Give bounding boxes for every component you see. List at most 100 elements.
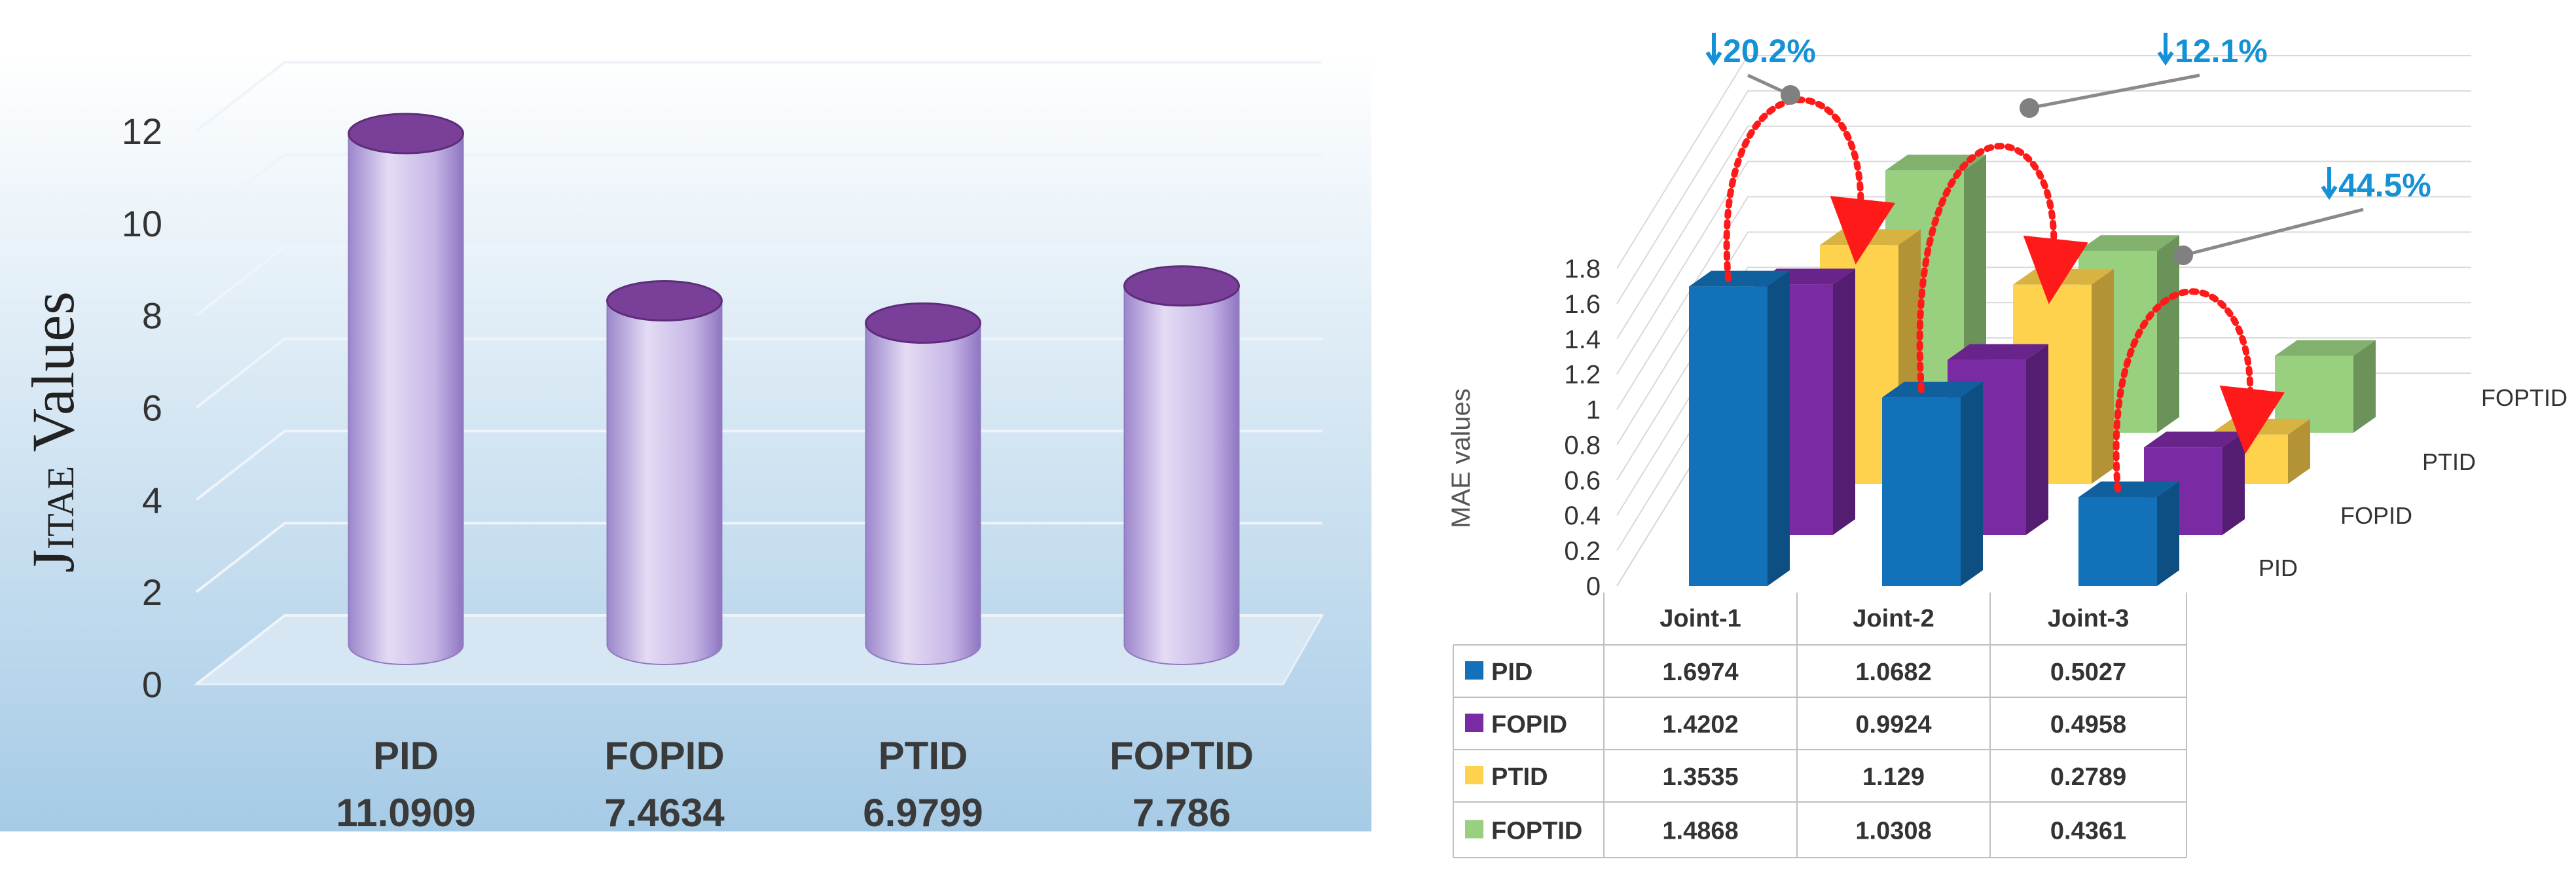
right-reduction-curve <box>1916 143 2089 393</box>
table-legend-swatch <box>1465 820 1483 839</box>
table-row-label: FOPID <box>1491 711 1567 738</box>
table-legend-swatch <box>1465 661 1483 680</box>
left-y-tick-label: 4 <box>142 479 162 520</box>
table-row-label: PTID <box>1491 763 1548 791</box>
table-header-cell: Joint-1 <box>1660 605 1741 632</box>
right-annotation-dot <box>1781 85 1800 105</box>
right-bar-side <box>2026 344 2048 535</box>
right-y-tick-label: 1.6 <box>1564 290 1601 319</box>
table-cell: 1.3535 <box>1662 763 1738 791</box>
right-reduction-curve <box>2113 288 2285 493</box>
left-y-tick-label: 10 <box>122 203 162 244</box>
left-category-label: FOPTID <box>1110 734 1254 778</box>
left-gridline <box>195 61 1322 132</box>
left-bar-top <box>348 113 464 155</box>
right-annotation-text: 20.2% <box>1723 33 1816 69</box>
right-bar-top <box>1948 344 2048 360</box>
table-header-cell: Joint-2 <box>1853 605 1934 632</box>
right-bar-front <box>2078 497 2157 586</box>
right-bar-side <box>2157 481 2179 586</box>
left-value-label: 7.786 <box>1133 791 1231 835</box>
left-value-label: 11.0909 <box>336 791 476 835</box>
right-bar-top <box>2078 235 2179 251</box>
left-bar-body <box>606 300 723 665</box>
right-bar-side <box>2157 235 2179 433</box>
down-arrow-icon <box>2321 167 2338 200</box>
right-y-tick-label: 0.8 <box>1564 431 1601 460</box>
right-bar-side <box>2353 340 2376 433</box>
right-depth-series-labels: PID FOPID PTID FOPTID <box>2259 384 2567 581</box>
right-y-tick-label: 1.2 <box>1564 361 1601 390</box>
right-depth-label: PTID <box>2422 448 2476 475</box>
right-bar-top <box>2078 481 2179 498</box>
right-gridline <box>1616 231 2471 445</box>
left-y-tick-label: 2 <box>142 572 162 613</box>
down-arrow-icon <box>1705 33 1722 66</box>
left-value-label: 6.9799 <box>863 791 983 835</box>
left-y-tick-label: 6 <box>142 388 162 429</box>
left-y-tick-label: 0 <box>142 664 162 705</box>
left-y-axis-label: JITAE Values <box>20 291 86 573</box>
table-cell: 0.4958 <box>2050 711 2126 738</box>
left-y-tick-labels: 0 2 4 6 8 10 12 <box>122 111 162 705</box>
table-legend-swatch <box>1465 766 1483 784</box>
table-cell: 1.4868 <box>1662 818 1738 845</box>
left-chart: 0 2 4 6 8 10 12 JITAE Values PID FOPID PTID FOPTI… <box>0 52 1371 835</box>
left-bars <box>348 113 1240 665</box>
table-cell: 1.0682 <box>1855 659 1931 686</box>
left-category-label: PTID <box>879 734 968 778</box>
left-gridline <box>195 153 1322 225</box>
left-bar-body <box>865 322 981 665</box>
table-cell: 1.0308 <box>1855 818 1931 845</box>
right-annotation-text: 12.1% <box>2175 33 2268 69</box>
right-annotation-text: 44.5% <box>2338 167 2431 204</box>
down-arrow-icon <box>2157 33 2174 66</box>
table-cell: 0.9924 <box>1855 711 1931 738</box>
right-bar-front <box>1689 286 1768 586</box>
left-category-label: FOPID <box>604 734 724 778</box>
left-bar-body <box>348 133 464 665</box>
table-header-cell: Joint-3 <box>2048 605 2130 632</box>
right-y-tick-label: 1.8 <box>1564 255 1601 283</box>
right-y-tick-label: 1 <box>1586 396 1601 425</box>
right-y-tick-label: 0.6 <box>1564 466 1601 495</box>
right-gridline <box>1616 266 2471 481</box>
right-data-table: Joint-1 Joint-2 Joint-3 PID 1.6974 1.0682 0.50… <box>1453 592 2187 858</box>
right-bar-side <box>1833 268 1855 535</box>
right-depth-label: FOPTID <box>2481 384 2567 411</box>
table-cell: 0.2789 <box>2050 763 2126 791</box>
left-bar-top <box>606 280 723 321</box>
right-bar-side <box>2092 268 2114 484</box>
table-row-label: FOPTID <box>1491 818 1582 845</box>
right-gridline <box>1616 55 2471 269</box>
right-y-tick-label: 0.2 <box>1564 537 1601 566</box>
right-gridline <box>1616 125 2471 340</box>
right-chart: 0 0.2 0.4 0.6 0.8 1 1.2 1.4 1.6 1.8 MAE values PI… <box>1447 33 2567 858</box>
table-legend-swatch <box>1465 714 1483 732</box>
right-bar-top <box>1689 270 1790 287</box>
left-bar-body <box>1123 285 1240 665</box>
right-gridline <box>1616 196 2471 410</box>
left-gridlines <box>193 61 1324 685</box>
right-depth-label: PID <box>2259 555 2298 581</box>
right-annotation-dot <box>2173 246 2193 265</box>
right-annotations: 20.2% 12.1% 44.5% <box>1705 33 2431 265</box>
left-y-tick-label: 8 <box>142 295 162 337</box>
table-row-label: PID <box>1491 659 1533 686</box>
right-gridline <box>1616 90 2471 304</box>
left-category-labels: PID FOPID PTID FOPTID <box>373 734 1254 778</box>
right-bar-side <box>1961 382 1983 586</box>
right-y-tick-label: 1.4 <box>1564 325 1601 354</box>
right-y-tick-labels: 0 0.2 0.4 0.6 0.8 1 1.2 1.4 1.6 1.8 <box>1564 255 1601 601</box>
left-y-tick-label: 12 <box>122 111 162 152</box>
table-cell: 0.5027 <box>2050 659 2126 686</box>
right-bar-front <box>1882 397 1961 586</box>
right-bar-top <box>1882 382 1983 398</box>
left-gridline <box>195 245 1322 317</box>
right-annotation-leader <box>2183 208 2364 257</box>
right-bar-top <box>2275 340 2376 356</box>
right-bar-side <box>2288 418 2310 484</box>
left-bar-top <box>865 302 981 344</box>
left-category-label: PID <box>373 734 439 778</box>
